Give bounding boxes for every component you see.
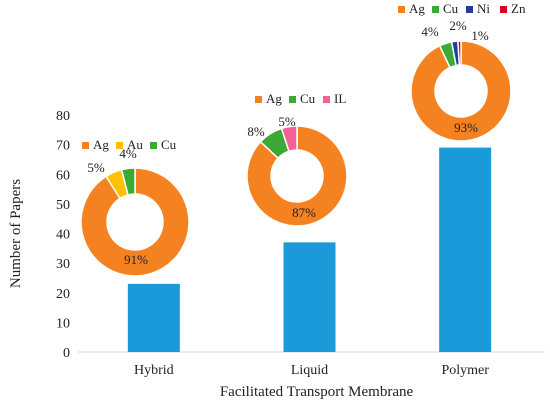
legend-swatch: [432, 6, 439, 13]
x-tick-label: Polymer: [441, 363, 489, 378]
pie-slice-liquid-il: [280, 125, 298, 153]
pie-slice-liquid-ag: [246, 125, 348, 227]
legend-entry: Au: [127, 137, 143, 152]
pie-data-label: 2%: [449, 18, 467, 33]
legend-swatch: [82, 142, 89, 149]
pie-data-label: 5%: [87, 160, 105, 175]
pie-slice-polymer-zn: [457, 40, 462, 66]
bar-liquid: [283, 242, 336, 352]
bar-hybrid: [127, 283, 180, 352]
legend-entry: Ag: [409, 1, 425, 16]
pie-slice-hybrid-cu: [120, 167, 136, 196]
y-tick-label: 20: [56, 287, 70, 302]
x-tick-label: Hybrid: [134, 363, 174, 378]
pie-data-label: 87%: [292, 205, 316, 220]
legend-swatch: [116, 142, 123, 149]
pie-data-label: 4%: [119, 146, 137, 161]
pie-slice-polymer-ag: [410, 40, 512, 142]
pie-data-label: 93%: [454, 120, 478, 135]
legend-entry: Zn: [511, 1, 526, 16]
pie-data-label: 91%: [124, 252, 148, 267]
y-tick-label: 40: [56, 228, 70, 243]
legend-entry: Cu: [443, 1, 459, 16]
y-tick-label: 30: [56, 257, 70, 272]
pie-data-label: 5%: [278, 114, 296, 129]
legend-swatch: [323, 96, 330, 103]
legend-entry: Cu: [161, 137, 177, 152]
x-tick-label: Liquid: [291, 363, 328, 378]
legend-entry: Ag: [93, 137, 109, 152]
x-axis-title: Facilitated Transport Membrane: [220, 384, 414, 400]
y-tick-label: 0: [63, 346, 70, 361]
legend-entry: Ag: [266, 91, 282, 106]
legend-entry: Cu: [300, 91, 316, 106]
legend-swatch: [500, 6, 507, 13]
legend-entry: Ni: [477, 1, 490, 16]
y-tick-label: 10: [56, 316, 70, 331]
legend-entry: IL: [334, 91, 346, 106]
y-axis-title: Number of Papers: [8, 179, 24, 288]
pie-data-label: 1%: [471, 28, 489, 43]
pie-slice-hybrid-ag: [80, 167, 190, 277]
legend-swatch: [150, 142, 157, 149]
y-tick-label: 80: [56, 109, 70, 124]
legend-swatch: [398, 6, 405, 13]
y-tick-label: 60: [56, 168, 70, 183]
y-tick-label: 70: [56, 139, 70, 154]
pie-data-label: 4%: [421, 24, 439, 39]
y-tick-label: 50: [56, 198, 70, 213]
legend-swatch: [289, 96, 296, 103]
legend-swatch: [466, 6, 473, 13]
legend-swatch: [255, 96, 262, 103]
bar-polymer: [439, 147, 492, 352]
pie-data-label: 8%: [247, 124, 265, 139]
